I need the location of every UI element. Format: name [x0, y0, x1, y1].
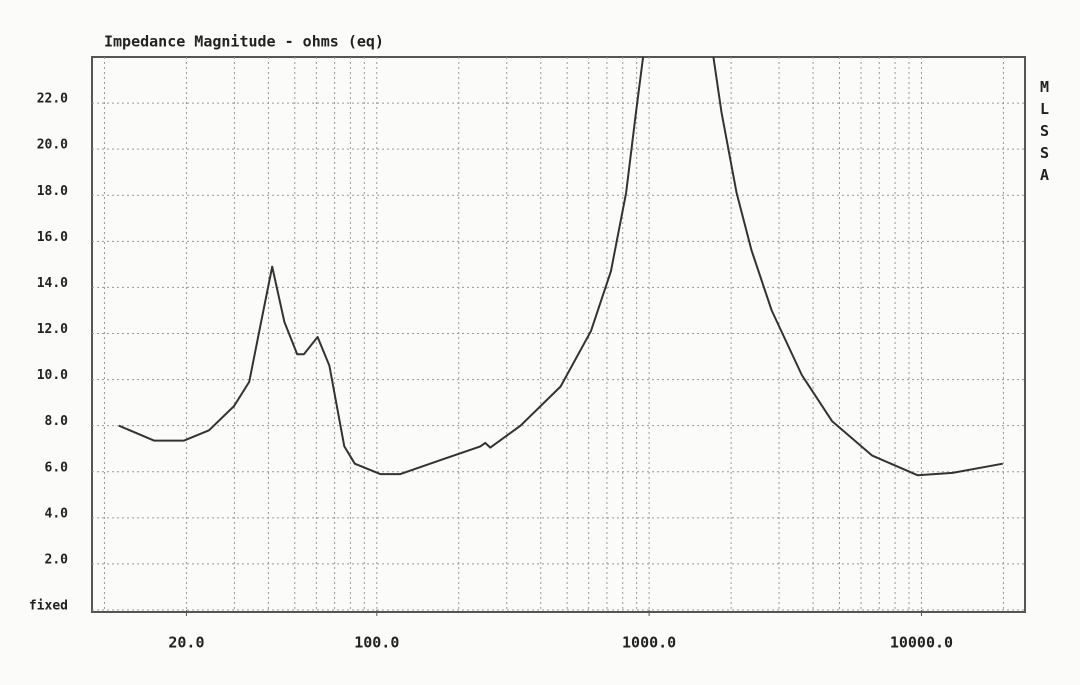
x-tick-label: 1000.0: [622, 634, 676, 652]
x-tick-label: 10000.0: [890, 634, 953, 652]
y-tick-label: 4.0: [45, 506, 69, 521]
impedance-curve: [118, 56, 1003, 477]
x-tick-label: 20.0: [168, 634, 204, 652]
y-tick-label: 20.0: [37, 138, 68, 153]
y-tick-label: 10.0: [37, 368, 68, 383]
y-tick-label: 14.0: [37, 276, 68, 291]
y-tick-label: 2.0: [45, 552, 69, 567]
y-tick-label: 12.0: [37, 322, 68, 337]
y-tick-label: 8.0: [45, 414, 69, 429]
side-label: MLSSA: [1036, 78, 1054, 188]
y-tick-label: 16.0: [37, 230, 68, 245]
plot-frame: [91, 56, 1026, 613]
y-tick-label: 22.0: [37, 92, 68, 107]
x-tick-label: 100.0: [354, 634, 399, 652]
chart-title: Impedance Magnitude - ohms (eq): [104, 33, 384, 51]
y-tick-label: 18.0: [37, 184, 68, 199]
y-tick-label: 6.0: [45, 460, 69, 475]
y-tick-label: fixed: [29, 599, 68, 614]
